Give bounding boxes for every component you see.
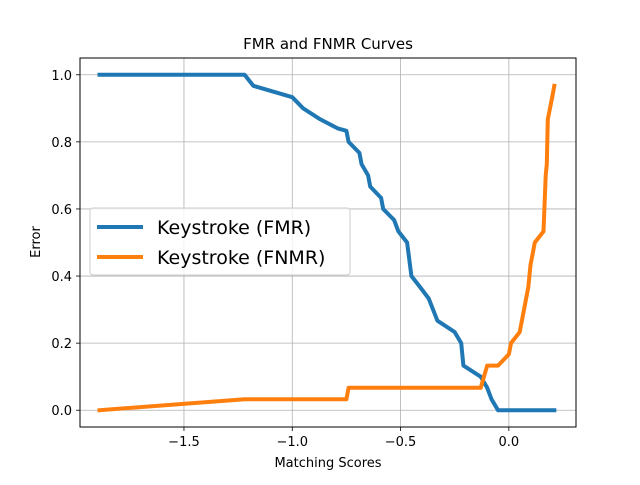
series-line-fnmr	[97, 83, 557, 413]
x-axis-label: Matching Scores	[274, 456, 381, 471]
x-tick-label: −0.5	[385, 435, 417, 450]
axis-ticks: −1.5 −1.0 −0.5 0.0 0.0 0.2 0.4 0.6 0.8 1.0	[51, 69, 519, 450]
legend: Keystroke (FMR) Keystroke (FNMR)	[89, 207, 351, 276]
chart-title: FMR and FNMR Curves	[243, 35, 413, 53]
series-layer	[97, 72, 557, 413]
series-line-fmr	[97, 72, 557, 413]
y-tick-label: 1.0	[51, 69, 72, 84]
legend-label-fnmr: Keystroke (FNMR)	[157, 247, 325, 269]
y-tick-label: 0.2	[51, 337, 72, 352]
y-tick-label: 0.0	[51, 404, 72, 419]
y-tick-label: 0.8	[51, 136, 72, 151]
y-axis-label: Error	[29, 226, 44, 258]
x-tick-label: 0.0	[499, 435, 520, 450]
x-tick-label: −1.0	[276, 435, 308, 450]
legend-frame	[89, 207, 351, 276]
y-tick-label: 0.6	[51, 203, 72, 218]
legend-label-fmr: Keystroke (FMR)	[157, 217, 311, 239]
plot-frame	[79, 57, 577, 428]
x-tick-label: −1.5	[168, 435, 200, 450]
y-tick-label: 0.4	[51, 270, 72, 285]
